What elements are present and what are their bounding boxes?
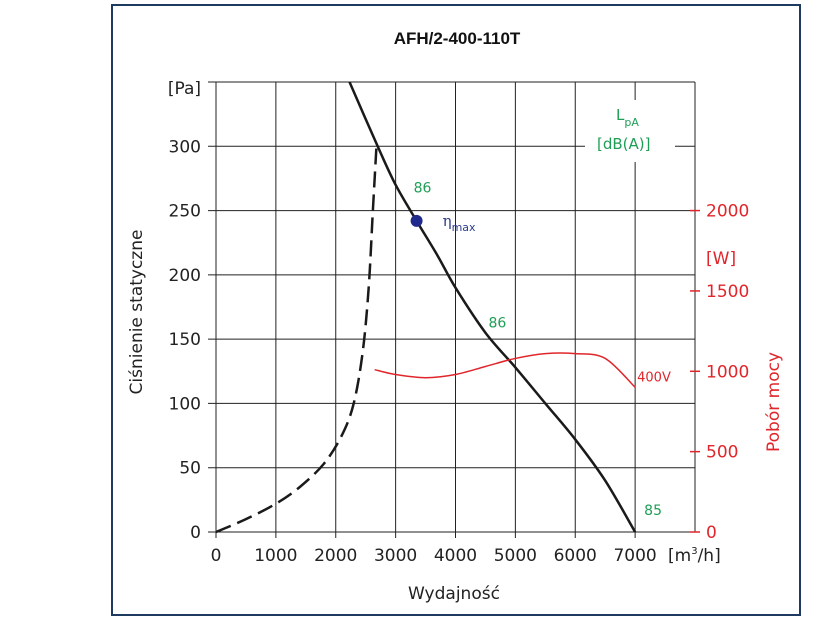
y-tick-label: 50 (179, 459, 201, 479)
sound-label-bg (585, 100, 675, 162)
y2-tick-label: 1500 (706, 282, 749, 302)
x-tick-label: 0 (211, 546, 222, 566)
y-tick-label: 0 (190, 523, 201, 543)
sound-value-label: 85 (644, 503, 662, 519)
sound-unit: [dB(A)] (597, 135, 650, 153)
pressure-curve (348, 81, 637, 533)
x-tick-label: 6000 (554, 546, 597, 566)
sound-value-label: 86 (488, 315, 506, 331)
sound-label-sub: pA (624, 116, 639, 129)
sound-value-label: 86 (414, 180, 432, 196)
voltage-label: 400V (637, 370, 671, 385)
x-unit-label: [m3/h] (668, 546, 721, 566)
eta-max-point (410, 214, 423, 227)
grid (208, 81, 700, 538)
x-tick-label: 5000 (494, 546, 537, 566)
x-unit-sup: 3 (691, 546, 697, 557)
sound-values: 86 86 85 (414, 180, 662, 519)
x-tick-label: 4000 (434, 546, 477, 566)
series-group (215, 81, 637, 534)
y-tick-label: 100 (169, 394, 201, 414)
y-unit-label: [Pa] (168, 79, 201, 99)
x-unit-post: /h] (698, 546, 721, 566)
eta-symbol: η (443, 212, 452, 230)
stall-limit-curve (215, 146, 378, 534)
power-curve (374, 352, 636, 388)
tick-labels: 0 1000 2000 3000 4000 5000 6000 700005010015020… (169, 137, 750, 566)
y2-tick-label: 2000 (706, 202, 749, 222)
x-unit-pre: [m (668, 546, 691, 566)
x-tick-label: 1000 (254, 546, 297, 566)
eta-subscript: max (452, 221, 476, 234)
y2-tick-label: 0 (706, 523, 717, 543)
x-tick-label: 3000 (374, 546, 417, 566)
x-tick-label: 7000 (613, 546, 656, 566)
y-tick-label: 150 (169, 330, 201, 350)
y2-tick-label: 500 (706, 443, 738, 463)
eta-max-label: ηmax (443, 212, 476, 234)
y-tick-label: 300 (169, 137, 201, 157)
chart-title: AFH/2-400-110T (394, 29, 521, 48)
x-tick-label: 2000 (314, 546, 357, 566)
x-axis-label: Wydajność (408, 584, 500, 604)
y2-unit-label: [W] (706, 249, 736, 269)
y-tick-label: 250 (169, 202, 201, 222)
y-axis-label: Ciśnienie statyczne (127, 230, 147, 395)
y2-tick-label: 1000 (706, 362, 749, 382)
sound-label: LpA (616, 106, 639, 129)
y2-axis-label: Pobór mocy (764, 352, 784, 452)
y-tick-label: 200 (169, 266, 201, 286)
sound-label-main: L (616, 106, 625, 124)
